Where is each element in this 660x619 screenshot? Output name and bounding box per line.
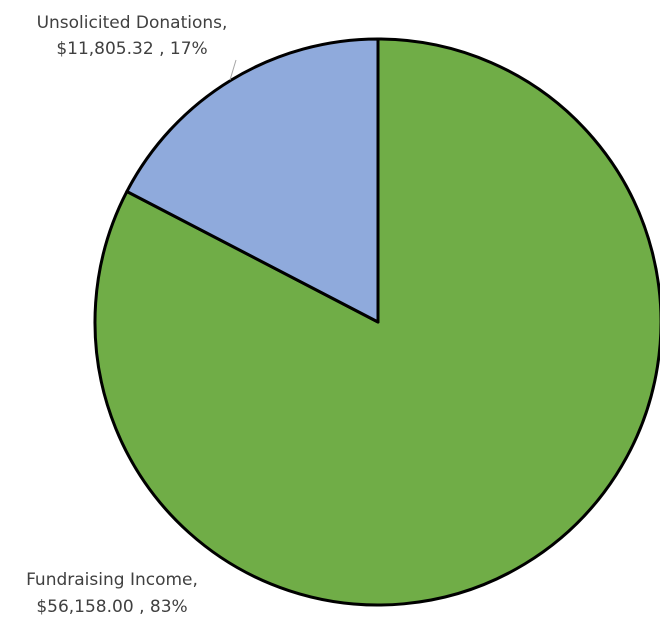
data-label-unsolicited-donations: Unsolicited Donations, $11,805.32 , 17% [37,13,228,59]
data-label-category: Fundraising Income, [26,570,198,590]
data-label-value: $11,805.32 , 17% [56,39,207,59]
pie-slice-unsolicited-donations [125,37,380,324]
data-label-fundraising-income: Fundraising Income, $56,158.00 , 83% [26,570,198,617]
data-label-category: Unsolicited Donations, [37,13,228,33]
leader-line-unsolicited-donations [229,59,237,81]
data-labels: Fundraising Income, $56,158.00 , 83% Unsol… [26,13,227,617]
pie-slices [93,37,660,607]
data-label-value: $56,158.00 , 83% [36,597,187,617]
